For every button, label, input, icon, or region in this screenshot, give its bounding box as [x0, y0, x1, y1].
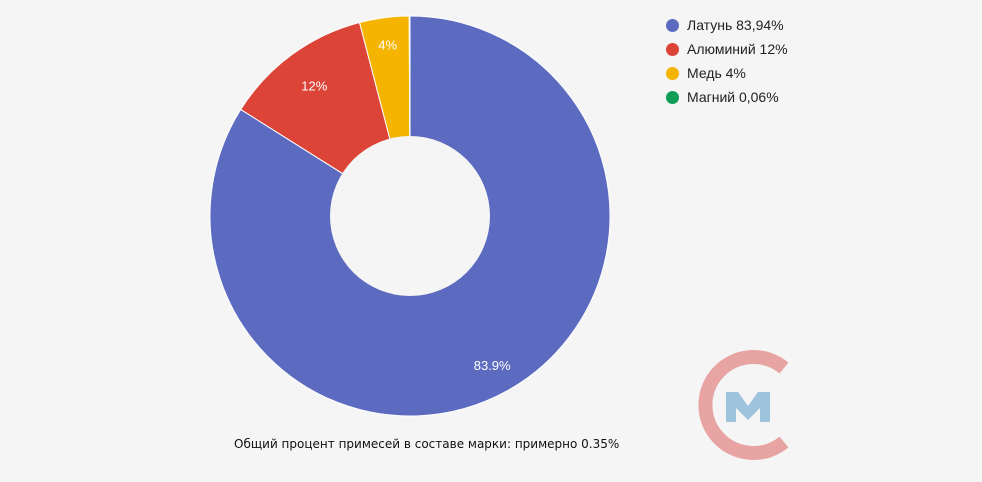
chart-legend: Латунь 83,94% Алюминий 12% Медь 4% Магний 0… [666, 13, 788, 109]
logo-ring [698, 350, 789, 460]
chart-slice-label-2: 4% [378, 37, 397, 52]
legend-label: Магний 0,06% [687, 89, 779, 105]
chart-slice-label-1: 12% [301, 78, 327, 93]
legend-item: Латунь 83,94% [666, 13, 788, 37]
chart-caption: Общий процент примесей в составе марки: … [234, 437, 620, 451]
cm-logo-icon [698, 350, 789, 460]
legend-swatch [666, 42, 679, 56]
legend-swatch [666, 18, 679, 32]
chart-slice-labels: 83.9% 12% 4% [301, 37, 511, 372]
legend-item: Алюминий 12% [666, 37, 788, 61]
legend-item: Магний 0,06% [666, 85, 788, 109]
chart-slice-3 [408, 15, 411, 217]
legend-label: Медь 4% [687, 65, 746, 81]
legend-label: Алюминий 12% [687, 41, 788, 57]
legend-swatch [666, 66, 679, 80]
legend-item: Медь 4% [666, 61, 788, 85]
chart-slice-label-0: 83.9% [474, 358, 511, 373]
donut-hole [330, 136, 490, 296]
logo-letter-m [726, 392, 770, 422]
legend-swatch [666, 90, 679, 104]
legend-label: Латунь 83,94% [687, 17, 784, 33]
